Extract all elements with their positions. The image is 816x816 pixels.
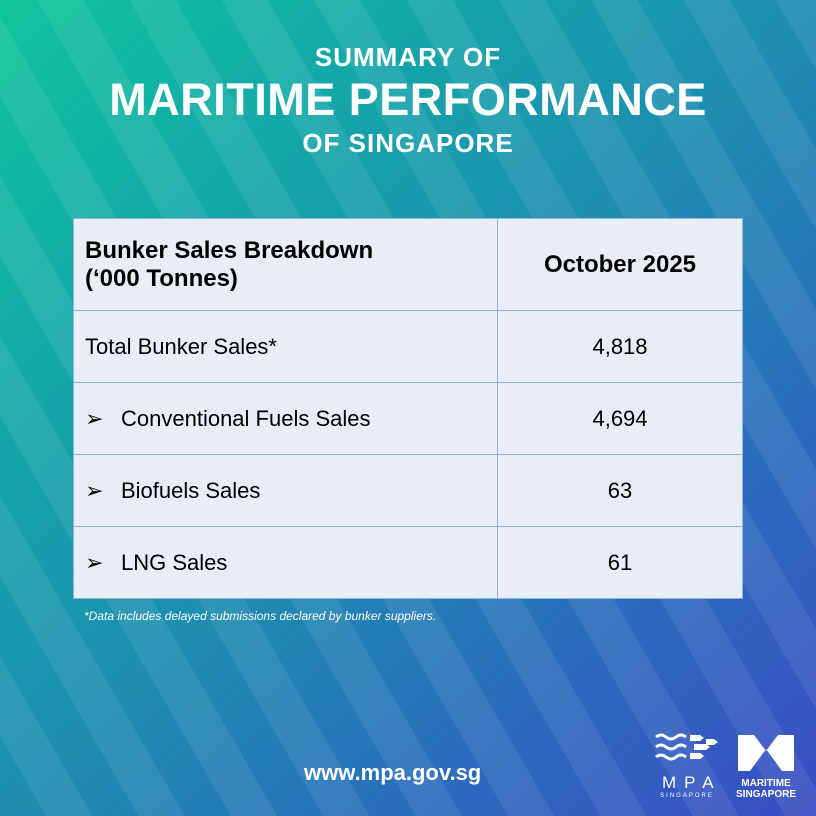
table-row: Total Bunker Sales* 4,818 xyxy=(73,310,743,383)
table-row: ➢ Conventional Fuels Sales 4,694 xyxy=(73,382,743,455)
col2-header: October 2025 xyxy=(497,218,743,311)
logo-line2: SINGAPORE xyxy=(736,789,797,800)
col1-header: Bunker Sales Breakdown (‘000 Tonnes) xyxy=(73,218,498,311)
footnote: *Data includes delayed submissions decla… xyxy=(84,609,437,623)
row-label: Conventional Fuels Sales xyxy=(121,405,371,431)
maritime-singapore-logo: MARITIME SINGAPORE xyxy=(736,733,796,800)
row-label-cell: ➢ LNG Sales xyxy=(73,526,498,599)
row-label-cell: ➢ Conventional Fuels Sales xyxy=(73,382,498,455)
maritime-m-icon xyxy=(738,735,794,771)
col1-header-line1: Bunker Sales Breakdown xyxy=(85,236,374,264)
bunker-sales-table: Bunker Sales Breakdown (‘000 Tonnes) Octo… xyxy=(73,218,743,599)
mpa-logo-name: MPA xyxy=(662,773,722,792)
arrow-bullet-icon: ➢ xyxy=(85,477,104,503)
arrow-bullet-icon: ➢ xyxy=(85,549,104,575)
title-line-2: MARITIME PERFORMANCE xyxy=(109,74,707,125)
row-label: LNG Sales xyxy=(121,549,228,575)
arrow-bullet-icon: ➢ xyxy=(85,405,104,431)
row-label: Biofuels Sales xyxy=(121,477,261,503)
website-link[interactable]: www.mpa.gov.sg xyxy=(304,760,482,785)
row-value: 61 xyxy=(497,526,743,599)
col1-header-line2: (‘000 Tonnes) xyxy=(85,264,238,292)
row-label: Total Bunker Sales* xyxy=(73,310,498,383)
title-line-1: SUMMARY OF xyxy=(314,42,502,72)
table-row: ➢ Biofuels Sales 63 xyxy=(73,454,743,527)
row-label-cell: ➢ Biofuels Sales xyxy=(73,454,498,527)
table-header-row: Bunker Sales Breakdown (‘000 Tonnes) Octo… xyxy=(73,218,743,311)
logo-line1: MARITIME xyxy=(741,778,791,789)
mpa-logo-sub: SINGAPORE xyxy=(660,793,714,799)
row-value: 63 xyxy=(497,454,743,527)
title-line-3: OF SINGAPORE xyxy=(302,128,514,158)
mpa-logo: MPA SINGAPORE xyxy=(654,732,720,799)
mpa-waves-icon xyxy=(655,733,718,761)
row-value: 4,818 xyxy=(497,310,743,383)
table-row: ➢ LNG Sales 61 xyxy=(73,526,743,599)
row-value: 4,694 xyxy=(497,382,743,455)
